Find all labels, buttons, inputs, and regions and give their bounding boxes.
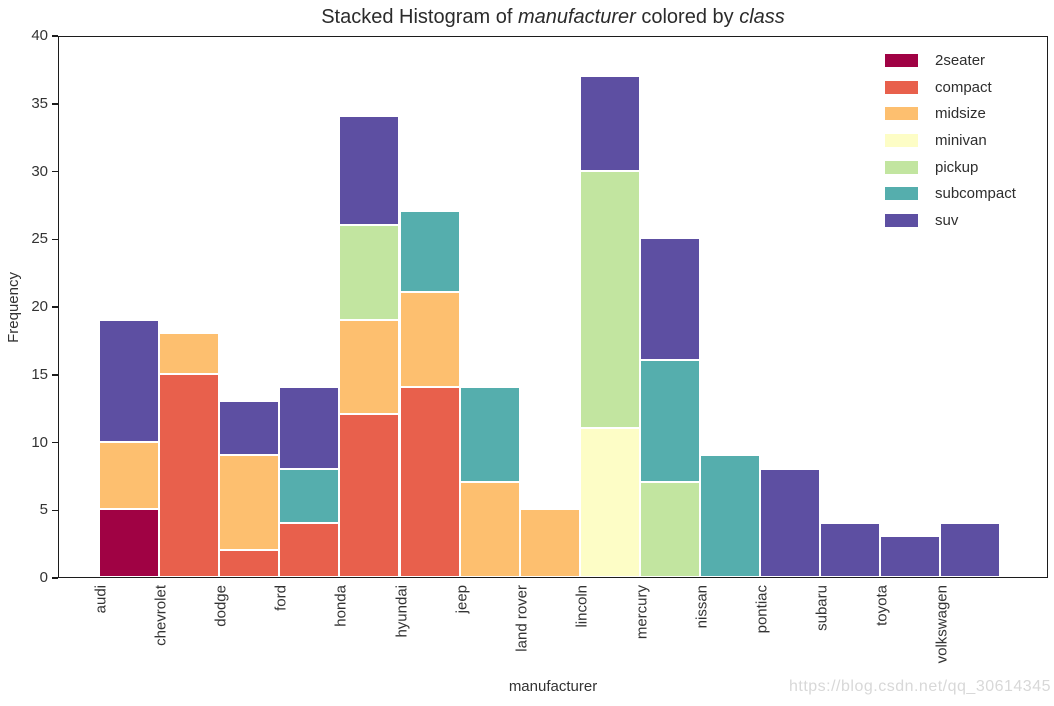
legend-swatch-midsize [885,107,918,121]
bars-layer [59,37,1047,577]
chart-title: Stacked Histogram of manufacturer colore… [58,6,1048,29]
bar-segment-mercury-subcompact [639,360,700,483]
bar-segment-dodge-midsize [219,455,280,550]
legend-swatch-suv [885,213,918,227]
legend-swatch-minivan [885,133,918,147]
x-tick-label-subaru: subaru [813,585,831,631]
legend-row-minivan: minivan [885,127,1016,154]
bar-segment-audi-suv [99,319,160,442]
x-tick-label-jeep: jeep [453,585,471,614]
y-tick-label-40: 40 [31,27,48,44]
bar-segment-dodge-suv [219,400,280,456]
x-tick-label-chevrolet: chevrolet [152,585,170,646]
x-tick-label-hyundai: hyundai [393,585,410,638]
legend: 2seater compact midsize minivan pickup subcom… [885,47,1016,234]
x-tick-label-toyota: toyota [873,585,891,626]
bar-segment-volkswagen-suv [940,522,1001,577]
y-tick-label-20: 20 [31,298,48,315]
legend-row-suv: suv [885,207,1016,234]
y-tick-label-0: 0 [39,569,48,586]
legend-label-pickup: pickup [935,158,979,176]
legend-row-midsize: midsize [885,100,1016,127]
bar-segment-jeep-subcompact [459,387,520,483]
bar-segment-honda-suv [339,116,400,225]
bar-segment-ford-subcompact [279,468,340,523]
bar-segment-audi-midsize [99,441,160,510]
bar-segment-mercury-pickup [639,482,700,577]
legend-label-midsize: midsize [935,105,986,123]
title-text: Stacked Histogram of [321,6,518,28]
bar-segment-chevrolet-midsize [159,333,220,374]
y-tick-mark [51,441,58,444]
bar-segment-lincoln-minivan [579,427,640,577]
bar-segment-land-rover-midsize [519,509,580,577]
bar-segment-chevrolet-compact [159,373,220,577]
legend-label-2seater: 2seater [935,51,986,69]
plot-area [58,36,1048,578]
legend-row-compact: compact [885,74,1016,101]
x-tick-label-lincoln: lincoln [573,585,591,628]
title-var-class: class [739,6,785,28]
x-tick-label-pontiac: pontiac [753,585,771,634]
bar-segment-mercury-suv [639,238,700,361]
title-text-middle: colored by [635,6,740,28]
bar-segment-honda-pickup [339,224,400,320]
legend-label-subcompact: subcompact [935,185,1016,203]
x-axis-label: manufacturer [508,678,598,695]
y-tick-mark [51,577,58,579]
legend-row-subcompact: subcompact [885,180,1016,207]
watermark: https://blog.csdn.net/qq_30614345 [788,678,1051,695]
x-tick-label-honda: honda [332,585,350,627]
bar-segment-lincoln-suv [579,75,640,171]
bar-segment-ford-compact [279,522,340,577]
y-tick-mark [51,170,58,173]
y-tick-label-30: 30 [31,162,48,180]
bar-segment-dodge-compact [219,549,280,577]
y-tick-mark [51,238,58,240]
bar-segment-pontiac-suv [760,468,821,577]
bar-segment-subaru-suv [820,522,881,577]
x-tick-label-audi: audi [92,585,110,614]
x-tick-label-ford: ford [272,585,290,611]
y-tick-mark [51,103,58,105]
y-tick-mark [51,509,58,511]
y-tick-label-25: 25 [31,230,48,248]
bar-segment-jeep-midsize [459,482,520,577]
bar-segment-toyota-suv [880,536,941,577]
legend-swatch-compact [885,80,918,94]
y-tick-label-35: 35 [31,94,48,112]
legend-row-2seater: 2seater [885,47,1016,74]
bar-segment-hyundai-compact [399,387,460,577]
y-tick-mark [51,306,58,308]
legend-label-minivan: minivan [935,131,987,149]
legend-swatch-2seater [885,53,918,67]
x-tick-label-nissan: nissan [693,585,711,629]
legend-label-compact: compact [935,78,992,96]
y-tick-label-10: 10 [31,433,48,451]
y-tick-mark [51,374,58,376]
y-tick-label-5: 5 [39,501,48,519]
bar-segment-ford-suv [279,387,340,469]
bar-segment-hyundai-subcompact [399,211,460,293]
x-tick-label-dodge: dodge [212,585,230,627]
x-tick-label-land-rover: land rover [513,585,531,652]
bar-segment-honda-compact [339,414,400,577]
bar-segment-nissan-subcompact [700,455,761,577]
bar-segment-lincoln-pickup [579,170,640,428]
x-tick-label-mercury: mercury [633,585,651,640]
legend-swatch-subcompact [885,187,918,201]
legend-label-suv: suv [935,211,959,229]
y-tick-label-15: 15 [31,365,48,383]
x-tick-label-volkswagen: volkswagen [933,585,951,664]
bar-segment-audi-2seater [99,509,160,577]
legend-row-pickup: pickup [885,154,1016,181]
legend-swatch-pickup [885,160,918,174]
bar-segment-hyundai-midsize [399,292,460,388]
title-var-manufacturer: manufacturer [517,6,636,28]
bar-segment-honda-midsize [339,319,400,415]
y-tick-mark [51,35,58,37]
